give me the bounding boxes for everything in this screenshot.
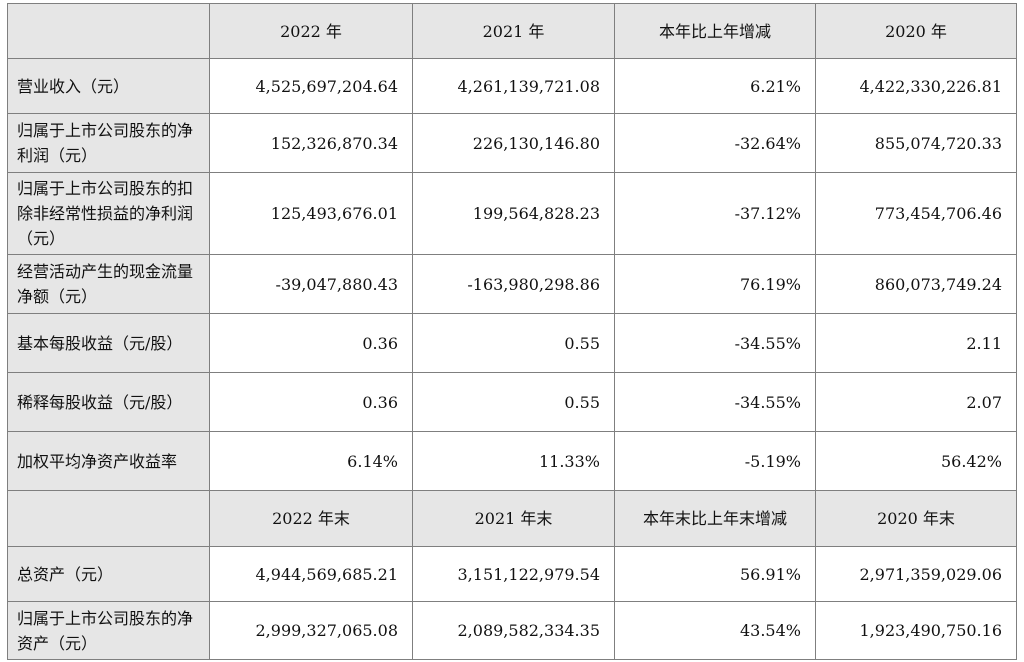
table-row-net-profit-excl-nonrecurring: 归属于上市公司股东的扣除非经常性损益的净利润（元） 125,493,676.01… <box>7 172 1017 255</box>
cell-change-end: 56.91% <box>614 546 816 602</box>
cell-2022: 152,326,870.34 <box>209 113 413 173</box>
header-corner-cell <box>7 3 210 59</box>
cell-2022-end: 4,944,569,685.21 <box>209 546 413 602</box>
row-label: 归属于上市公司股东的净资产（元） <box>7 601 210 660</box>
row-label: 经营活动产生的现金流量净额（元） <box>7 254 210 314</box>
cell-2021: 0.55 <box>412 313 615 373</box>
cell-2022: 4,525,697,204.64 <box>209 58 413 114</box>
cell-2022: 6.14% <box>209 431 413 491</box>
cell-change-end: 43.54% <box>614 601 816 660</box>
cell-2020: 56.42% <box>815 431 1017 491</box>
cell-2020: 4,422,330,226.81 <box>815 58 1017 114</box>
cell-2021: 11.33% <box>412 431 615 491</box>
cell-2022: 0.36 <box>209 372 413 432</box>
cell-change: -37.12% <box>614 172 816 255</box>
table-row-total-assets: 总资产（元） 4,944,569,685.21 3,151,122,979.54… <box>7 546 1017 602</box>
header-corner-cell-2 <box>7 490 210 547</box>
header-2020: 2020 年 <box>815 3 1017 59</box>
cell-2020: 773,454,706.46 <box>815 172 1017 255</box>
financial-summary-table: 2022 年 2021 年 本年比上年增减 2020 年 营业收入（元） 4,5… <box>7 3 1017 660</box>
table-row-revenue: 营业收入（元） 4,525,697,204.64 4,261,139,721.0… <box>7 58 1017 114</box>
cell-2021: 4,261,139,721.08 <box>412 58 615 114</box>
header-2021: 2021 年 <box>412 3 615 59</box>
header-2022: 2022 年 <box>209 3 413 59</box>
cell-change: -34.55% <box>614 372 816 432</box>
cell-change: 6.21% <box>614 58 816 114</box>
cell-change: -5.19% <box>614 431 816 491</box>
cell-2020-end: 1,923,490,750.16 <box>815 601 1017 660</box>
cell-change: -32.64% <box>614 113 816 173</box>
header-2022-end: 2022 年末 <box>209 490 413 547</box>
header-2020-end: 2020 年末 <box>815 490 1017 547</box>
row-label: 稀释每股收益（元/股） <box>7 372 210 432</box>
cell-2021: 0.55 <box>412 372 615 432</box>
financial-summary-table-container: 2022 年 2021 年 本年比上年增减 2020 年 营业收入（元） 4,5… <box>7 3 1017 660</box>
cell-2022: -39,047,880.43 <box>209 254 413 314</box>
cell-2022-end: 2,999,327,065.08 <box>209 601 413 660</box>
table-row-net-profit: 归属于上市公司股东的净利润（元） 152,326,870.34 226,130,… <box>7 113 1017 173</box>
row-label: 加权平均净资产收益率 <box>7 431 210 491</box>
header-row-year-end: 2022 年末 2021 年末 本年末比上年末增减 2020 年末 <box>7 490 1017 547</box>
table-row-net-assets: 归属于上市公司股东的净资产（元） 2,999,327,065.08 2,089,… <box>7 601 1017 660</box>
cell-2022: 125,493,676.01 <box>209 172 413 255</box>
cell-2022: 0.36 <box>209 313 413 373</box>
table-row-diluted-eps: 稀释每股收益（元/股） 0.36 0.55 -34.55% 2.07 <box>7 372 1017 432</box>
cell-2020-end: 2,971,359,029.06 <box>815 546 1017 602</box>
header-row-annual: 2022 年 2021 年 本年比上年增减 2020 年 <box>7 3 1017 59</box>
row-label: 营业收入（元） <box>7 58 210 114</box>
table-row-operating-cash-flow: 经营活动产生的现金流量净额（元） -39,047,880.43 -163,980… <box>7 254 1017 314</box>
cell-2020: 2.07 <box>815 372 1017 432</box>
header-yoy-change: 本年比上年增减 <box>614 3 816 59</box>
header-yoy-change-end: 本年末比上年末增减 <box>614 490 816 547</box>
table-row-basic-eps: 基本每股收益（元/股） 0.36 0.55 -34.55% 2.11 <box>7 313 1017 373</box>
cell-2021-end: 2,089,582,334.35 <box>412 601 615 660</box>
cell-2020: 860,073,749.24 <box>815 254 1017 314</box>
cell-2021: 199,564,828.23 <box>412 172 615 255</box>
cell-2021: -163,980,298.86 <box>412 254 615 314</box>
cell-change: -34.55% <box>614 313 816 373</box>
cell-2021-end: 3,151,122,979.54 <box>412 546 615 602</box>
row-label: 归属于上市公司股东的扣除非经常性损益的净利润（元） <box>7 172 210 255</box>
row-label: 总资产（元） <box>7 546 210 602</box>
cell-2020: 2.11 <box>815 313 1017 373</box>
cell-2021: 226,130,146.80 <box>412 113 615 173</box>
row-label: 归属于上市公司股东的净利润（元） <box>7 113 210 173</box>
cell-2020: 855,074,720.33 <box>815 113 1017 173</box>
header-2021-end: 2021 年末 <box>412 490 615 547</box>
row-label: 基本每股收益（元/股） <box>7 313 210 373</box>
cell-change: 76.19% <box>614 254 816 314</box>
table-row-weighted-roe: 加权平均净资产收益率 6.14% 11.33% -5.19% 56.42% <box>7 431 1017 491</box>
